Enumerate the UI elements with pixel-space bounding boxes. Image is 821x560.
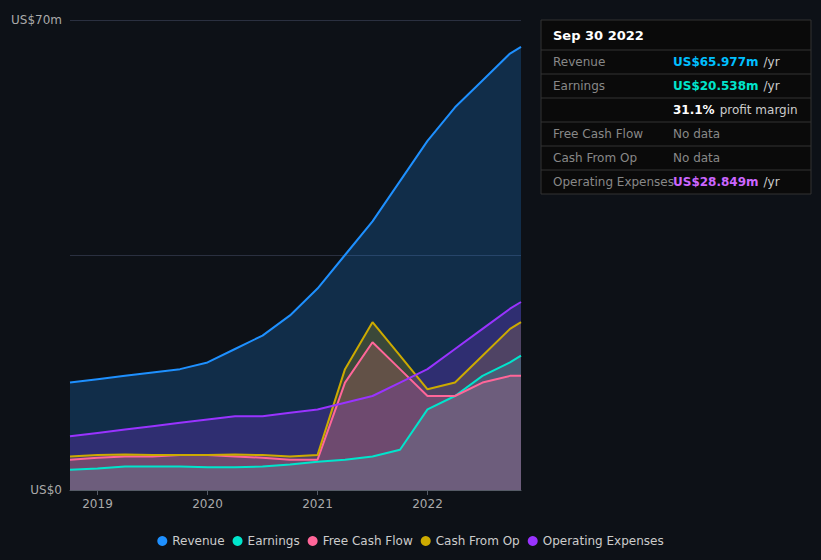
svg-text:US$65.977m: US$65.977m [673, 55, 759, 69]
svg-text:/yr: /yr [764, 79, 780, 93]
svg-text:Sep 30 2022: Sep 30 2022 [553, 28, 644, 43]
svg-text:/yr: /yr [764, 175, 780, 189]
svg-text:Revenue: Revenue [553, 55, 605, 69]
svg-text:Free Cash Flow: Free Cash Flow [553, 127, 643, 141]
svg-text:2021: 2021 [302, 497, 333, 511]
svg-text:Cash From Op: Cash From Op [553, 151, 637, 165]
svg-text:No data: No data [673, 127, 720, 141]
svg-text:2019: 2019 [82, 497, 113, 511]
svg-text:Free Cash Flow: Free Cash Flow [323, 534, 413, 548]
svg-text:Cash From Op: Cash From Op [436, 534, 520, 548]
svg-text:profit margin: profit margin [720, 103, 798, 117]
svg-text:US$0: US$0 [30, 483, 62, 497]
svg-text:2020: 2020 [192, 497, 223, 511]
svg-text:Operating Expenses: Operating Expenses [553, 175, 674, 189]
svg-text:Revenue: Revenue [172, 534, 224, 548]
svg-text:/yr: /yr [764, 55, 780, 69]
svg-text:31.1%: 31.1% [673, 103, 715, 117]
svg-text:US$70m: US$70m [11, 13, 62, 27]
svg-text:Earnings: Earnings [248, 534, 300, 548]
svg-text:Operating Expenses: Operating Expenses [543, 534, 664, 548]
svg-text:US$20.538m: US$20.538m [673, 79, 759, 93]
svg-text:Earnings: Earnings [553, 79, 605, 93]
svg-text:2022: 2022 [412, 497, 443, 511]
svg-text:US$28.849m: US$28.849m [673, 175, 759, 189]
svg-text:No data: No data [673, 151, 720, 165]
